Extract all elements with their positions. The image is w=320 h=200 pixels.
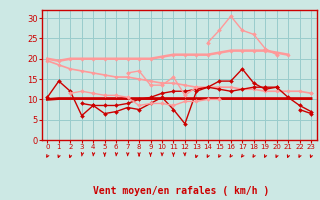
Text: Vent moyen/en rafales ( km/h ): Vent moyen/en rafales ( km/h ) (93, 186, 269, 196)
